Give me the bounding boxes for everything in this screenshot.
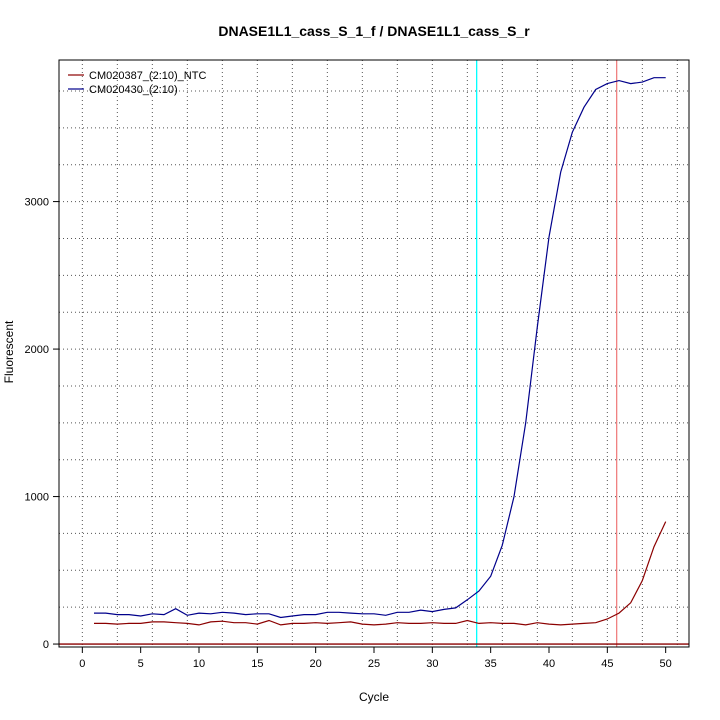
x-tick-label: 15 xyxy=(251,658,263,670)
x-tick-label: 40 xyxy=(543,658,555,670)
x-axis-label: Cycle xyxy=(359,690,389,704)
legend: CM020387_(2:10)_NTC CM020430_(2:10) xyxy=(68,70,206,96)
series-group xyxy=(94,77,667,626)
x-tick-label: 35 xyxy=(485,658,497,670)
x-tick-label: 25 xyxy=(368,658,380,670)
y-tick-label: 1000 xyxy=(25,492,49,504)
reference-lines xyxy=(59,60,689,647)
y-axis-label: Fluorescent xyxy=(2,320,16,383)
chart-title: DNASE1L1_cass_S_1_f / DNASE1L1_cass_S_r xyxy=(218,23,530,39)
series-line-1 xyxy=(94,521,667,626)
x-axis: 0 5 10 15 20 25 30 35 40 45 50 xyxy=(79,647,672,670)
x-tick-label: 45 xyxy=(601,658,613,670)
grid xyxy=(59,60,689,647)
x-tick-label: 20 xyxy=(310,658,322,670)
series-line-2 xyxy=(94,77,666,619)
y-axis: 0 1000 2000 3000 xyxy=(25,197,59,651)
x-tick-label: 30 xyxy=(426,658,438,670)
x-tick-label: 0 xyxy=(79,658,85,670)
y-tick-label: 0 xyxy=(43,639,49,651)
legend-label-1: CM020387_(2:10)_NTC xyxy=(89,70,206,82)
x-tick-label: 5 xyxy=(138,658,144,670)
x-tick-label: 50 xyxy=(660,658,672,670)
legend-label-2: CM020430_(2:10) xyxy=(89,84,178,96)
x-tick-label: 10 xyxy=(193,658,205,670)
y-tick-label: 2000 xyxy=(25,344,49,356)
y-tick-label: 3000 xyxy=(25,197,49,209)
